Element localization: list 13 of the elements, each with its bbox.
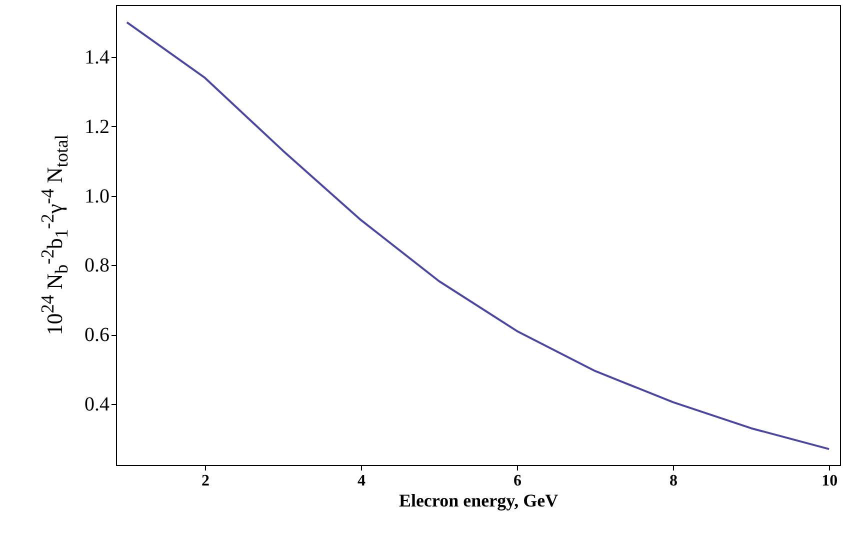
y-tick-label: 0.6: [84, 324, 110, 346]
x-axis-title: Elecron energy, GeV: [398, 490, 558, 510]
y-tick-label: 1.0: [84, 185, 110, 208]
x-tick-label: 2: [201, 472, 210, 490]
y-tick-label: 1.2: [84, 116, 110, 138]
x-tick-label: 8: [670, 472, 678, 490]
x-tick-label: 6: [514, 472, 522, 490]
y-tick-label: 0.4: [84, 393, 110, 416]
line-series: [126, 21, 830, 450]
x-tick-label: 4: [357, 472, 366, 490]
y-tick-label: 1.4: [84, 46, 110, 69]
x-tick-label: 10: [822, 472, 838, 490]
y-tick-label: 0.8: [84, 254, 110, 277]
